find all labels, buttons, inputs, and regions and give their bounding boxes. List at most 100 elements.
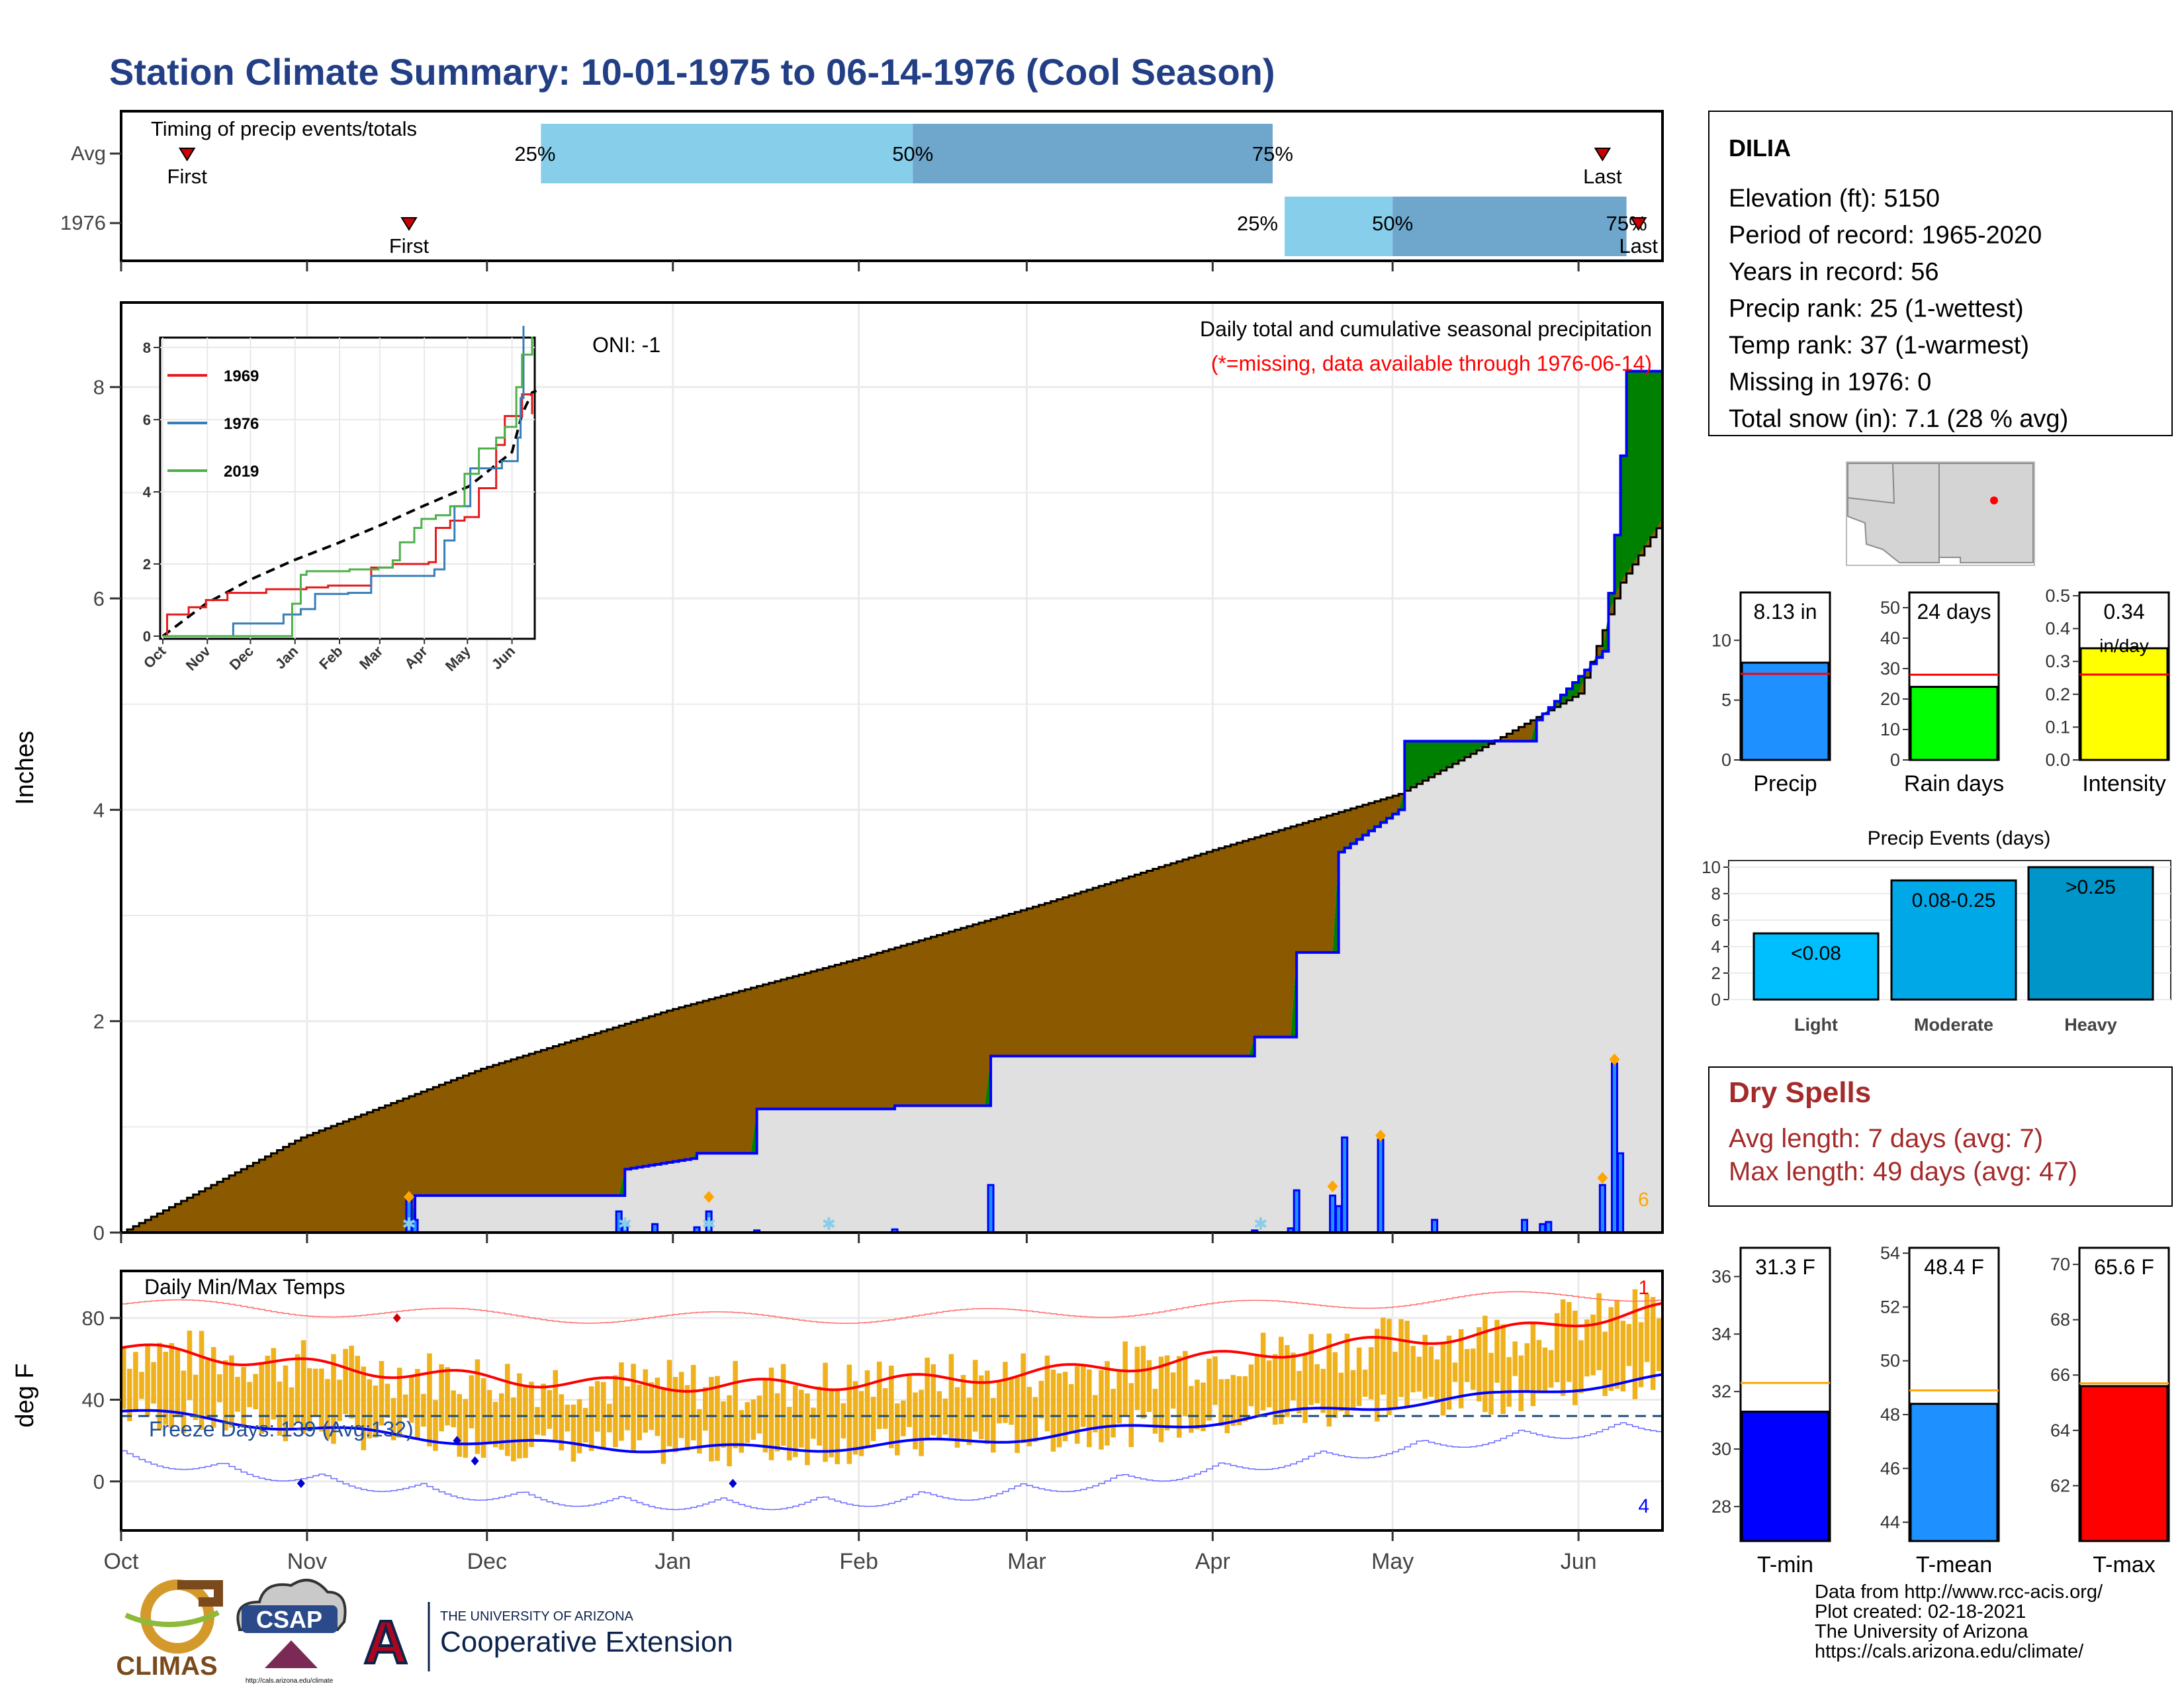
- daily-temp-bar: [1584, 1319, 1590, 1377]
- daily-temp-bar: [367, 1379, 373, 1439]
- daily-temp-bar: [876, 1361, 882, 1429]
- daily-temp-bar: [649, 1382, 655, 1430]
- footer-line: Data from http://www.rcc-acis.org/: [1815, 1581, 2103, 1603]
- daily-temp-bar: [594, 1381, 600, 1432]
- daily-temp-bar: [1344, 1333, 1350, 1416]
- temp-y-tick-label: 50: [1880, 1351, 1900, 1371]
- first-label: First: [167, 165, 208, 188]
- daily-temp-bar: [1189, 1385, 1194, 1433]
- inset-y-tick-label: 6: [143, 412, 151, 428]
- daily-temp-bar: [1099, 1370, 1104, 1450]
- summary-bar-chart: 0.34 in/day 0.0 0.1 0.2 0.3 0.4 0.5 Intensity: [2045, 586, 2170, 796]
- month-axis: Oct Nov Dec Jan Feb Mar Apr May Jun: [104, 1549, 1597, 1574]
- daily-temp-bar: [756, 1395, 762, 1434]
- record-min-line: [121, 1422, 1663, 1511]
- temp-y-tick-label: 70: [2050, 1254, 2070, 1274]
- month-label: Mar: [1007, 1549, 1046, 1574]
- heavy-event-marker: [403, 1191, 414, 1203]
- daily-temp-bar: [1482, 1315, 1488, 1413]
- station-detail-line: Missing in 1976: 0: [1729, 369, 1931, 397]
- summary-value-label: 8.13 in: [1753, 600, 1817, 624]
- daily-temp-bar: [1021, 1353, 1026, 1443]
- snow-marker: ✱: [617, 1215, 632, 1235]
- summary-bar-label: Precip: [1753, 771, 1817, 796]
- temp-y-tick-label: 48: [1880, 1405, 1900, 1425]
- y-tick-label: 0: [93, 1221, 105, 1244]
- daily-temp-bar: [1279, 1336, 1284, 1425]
- daily-precip-bar: [1611, 1062, 1619, 1234]
- daily-temp-bar: [492, 1401, 498, 1448]
- timing-row-label: 1976: [60, 211, 106, 234]
- daily-temp-bar: [888, 1365, 894, 1448]
- daily-temp-bar: [637, 1384, 642, 1440]
- snow-marker: ✱: [1253, 1215, 1268, 1235]
- daily-temp-bar: [1416, 1356, 1422, 1392]
- daily-temp-bar: [1128, 1383, 1134, 1448]
- daily-temp-bar: [439, 1364, 444, 1432]
- daily-temp-bar: [475, 1359, 480, 1454]
- daily-temp-bar: [187, 1331, 193, 1400]
- y-tick-label: 8: [93, 376, 105, 399]
- daily-temp-bar: [1440, 1343, 1446, 1416]
- daily-temp-bar: [229, 1355, 234, 1428]
- daily-temp-bar: [1206, 1358, 1212, 1421]
- daily-temp-bar: [271, 1348, 277, 1420]
- daily-temp-bar: [139, 1372, 144, 1399]
- daily-temp-bar: [259, 1362, 264, 1434]
- footer-line: The University of Arizona: [1815, 1621, 2028, 1642]
- daily-temp-bar: [792, 1385, 798, 1458]
- snow-marker: ✱: [702, 1215, 716, 1235]
- below-normal-area: [121, 519, 1662, 1233]
- daily-temp-bar: [1596, 1293, 1602, 1370]
- daily-temp-bar: [870, 1397, 876, 1441]
- summary-bar-chart: 8.13 in 0 5 10 Precip: [1711, 591, 1831, 796]
- station-detail-line: Elevation (ft): 5150: [1729, 185, 1940, 212]
- freeze-days-label: Freeze Days: 139 (Avg:132): [149, 1417, 414, 1441]
- daily-temp-bar: [421, 1393, 426, 1427]
- snow-marker: ✱: [402, 1215, 416, 1235]
- precip-frame: [120, 301, 1664, 1234]
- legend-entry: 2019: [224, 463, 259, 481]
- daily-temp-bar: [295, 1354, 300, 1422]
- daily-precip-bar: [1329, 1194, 1337, 1234]
- temp-bar-chart: 65.6 F 62 64 66 68 70 T-max: [2050, 1246, 2170, 1577]
- event-category-label: Light: [1794, 1015, 1838, 1035]
- daily-temp-bar: [1236, 1376, 1242, 1426]
- summary-value-label: 24 days: [1917, 600, 1991, 624]
- daily-temp-bar: [1458, 1329, 1464, 1409]
- daily-temp-bar: [349, 1346, 354, 1419]
- temp-y-tick-label: 32: [1711, 1382, 1731, 1401]
- record-marker: [453, 1436, 461, 1446]
- summary-y-tick-label: 40: [1880, 628, 1900, 648]
- daily-temp-bar: [1464, 1348, 1470, 1382]
- daily-temp-bar: [619, 1362, 624, 1441]
- daily-temp-bar: [1542, 1347, 1548, 1391]
- daily-temp-bar: [913, 1392, 918, 1450]
- daily-temp-bar: [1201, 1382, 1206, 1432]
- daily-temp-bar: [175, 1349, 181, 1417]
- daily-temp-bar: [823, 1362, 828, 1462]
- inset-y-tick-label: 4: [143, 484, 152, 500]
- daily-temp-bar: [343, 1348, 348, 1415]
- summary-y-tick-label: 0.4: [2045, 619, 2070, 639]
- daily-temp-bar: [1368, 1347, 1374, 1399]
- daily-temp-bar: [1614, 1299, 1620, 1389]
- first-label: First: [389, 234, 430, 258]
- temp-value-label: 48.4 F: [1924, 1255, 1984, 1279]
- daily-precip-bar: [1431, 1219, 1439, 1234]
- daily-temp-bar: [1105, 1361, 1110, 1446]
- summary-bar-label: Intensity: [2082, 771, 2166, 796]
- pct-50: 50%: [892, 142, 933, 165]
- daily-temp-bar: [1122, 1341, 1128, 1416]
- station-location-dot: [1990, 496, 1998, 504]
- daily-temp-bar: [991, 1397, 996, 1453]
- daily-temp-bar: [504, 1364, 510, 1456]
- inset-y-tick-label: 8: [143, 340, 151, 356]
- daily-temp-bar: [1056, 1373, 1062, 1448]
- pct-50: 50%: [1372, 212, 1413, 235]
- y-tick-label: 2: [93, 1010, 105, 1033]
- y-tick-label: 4: [93, 798, 105, 821]
- daily-temp-bar: [253, 1374, 258, 1409]
- daily-temp-bar: [1350, 1370, 1356, 1409]
- daily-temp-bar: [739, 1410, 744, 1453]
